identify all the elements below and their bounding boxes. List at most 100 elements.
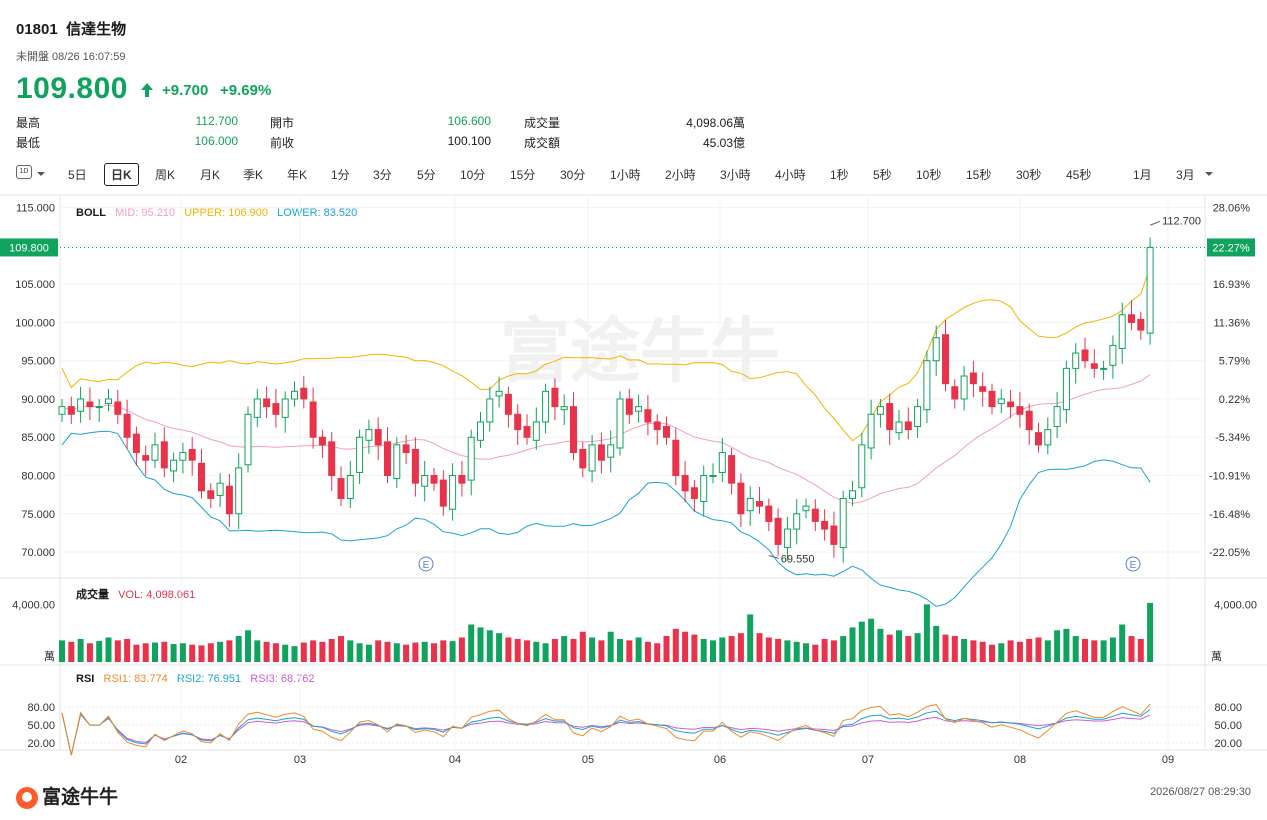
period-tab[interactable]: 季K [243, 168, 264, 182]
candle-body [765, 505, 773, 522]
period-tab[interactable]: 4小時 [775, 168, 806, 182]
candle-body [793, 513, 801, 530]
volume-bar [840, 636, 847, 662]
pct-tick-label: 28.06% [1213, 203, 1251, 215]
stat-label-prev-close: 前收 [270, 136, 295, 150]
period-tab[interactable]: 年K [287, 168, 308, 182]
volume-bar [68, 641, 75, 662]
chevron-down-icon[interactable] [36, 167, 46, 181]
period-tab[interactable]: 2小時 [665, 168, 696, 182]
candle-body [365, 429, 373, 441]
pct-tick-label: -5.34% [1215, 432, 1250, 444]
candle-body [318, 436, 326, 446]
volume-bar [589, 637, 596, 662]
stat-value-open: 106.600 [447, 114, 491, 128]
candle-body [337, 478, 345, 499]
volume-bar [728, 636, 735, 662]
volume-bar [514, 638, 521, 662]
volume-bar [998, 643, 1005, 662]
volume-bar [245, 630, 251, 662]
volume-bar [710, 640, 716, 662]
volume-bar [1026, 638, 1033, 662]
candle-body [570, 406, 577, 454]
volume-bar [189, 644, 196, 662]
candle-body [1007, 401, 1015, 408]
volume-bar [412, 642, 419, 662]
period-tab[interactable]: 45秒 [1066, 168, 1092, 182]
volume-bar [207, 643, 214, 662]
y-tick-label: 75.000 [21, 509, 55, 521]
candle-body [328, 441, 336, 477]
period-tab[interactable]: 10分 [460, 168, 486, 182]
boll-legend: BOLL MID: 95.210 UPPER: 106.900 LOWER: 8… [76, 207, 357, 219]
boll-upper-line [61, 266, 1151, 442]
period-tab[interactable]: 5秒 [873, 168, 892, 182]
candle-body [709, 475, 717, 478]
candle-body [151, 444, 159, 461]
period-tab[interactable]: 3小時 [720, 168, 751, 182]
volume-bar [654, 643, 661, 662]
period-tab[interactable]: 5日 [68, 168, 87, 182]
volume-bar [970, 640, 977, 662]
volume-bar [737, 633, 744, 662]
boll-label: BOLL [76, 207, 106, 219]
volume-value: VOL: 4,098.061 [118, 589, 196, 601]
volume-legend: 成交量 VOL: 4,098.061 [76, 586, 195, 602]
period-tab[interactable]: 1秒 [830, 168, 849, 182]
volume-bar [961, 638, 968, 662]
volume-bar [719, 637, 726, 662]
volume-bar [626, 640, 633, 662]
low-pointer [768, 555, 779, 559]
period-selector-icon[interactable]: 1D [16, 165, 32, 179]
period-tab[interactable]: 30分 [560, 168, 586, 182]
volume-bar [319, 641, 326, 662]
pct-tick-label: 5.79% [1219, 356, 1250, 368]
volume-bar [403, 644, 410, 662]
candle-body [616, 398, 624, 449]
period-tab[interactable]: 15秒 [966, 168, 992, 182]
period-tab[interactable]: 1分 [331, 168, 350, 182]
candle-body [560, 406, 568, 411]
period-tab[interactable]: 1月 [1133, 168, 1152, 182]
period-tab[interactable]: 月K [200, 168, 221, 182]
period-tab[interactable]: 1小時 [610, 168, 641, 182]
period-tab[interactable]: 3月 [1176, 168, 1195, 182]
volume-bar [617, 638, 623, 662]
chevron-down-icon[interactable] [1204, 167, 1214, 181]
volume-bar [254, 640, 261, 662]
volume-bar [896, 630, 902, 662]
boll-upper: UPPER: 106.900 [184, 207, 268, 219]
period-tab[interactable]: 3分 [373, 168, 392, 182]
candle-body [728, 455, 736, 484]
price-tag: 109.800 [9, 242, 49, 254]
price-change-pct: +9.69% [220, 82, 272, 99]
vol-tick-label: 4,000.00 [12, 599, 55, 611]
rsi1-line [61, 703, 1151, 756]
period-tab[interactable]: 10秒 [916, 168, 942, 182]
stat-value-prev-close: 100.100 [447, 134, 491, 148]
candle-body [690, 487, 698, 499]
period-tab[interactable]: 周K [155, 168, 176, 182]
candle-body [644, 409, 652, 423]
price-tag-box [0, 238, 58, 257]
volume-bar [431, 643, 437, 662]
volume-bar [328, 638, 335, 662]
up-arrow-icon [140, 82, 154, 102]
x-tick-label: 03 [294, 754, 306, 766]
volume-bar [449, 641, 456, 662]
chart-watermark: 富途牛牛 [500, 312, 780, 390]
candle-body [1016, 406, 1024, 415]
period-tab[interactable]: 30秒 [1016, 168, 1042, 182]
volume-bar [849, 627, 856, 662]
candle-body [1053, 406, 1061, 428]
volume-bar [1016, 641, 1023, 662]
volume-bar [282, 644, 289, 662]
stock-chart[interactable]: 富途牛牛 115.00028.06%110.00022.27%105.00016… [0, 0, 1267, 780]
candle-body [467, 436, 475, 481]
period-tab[interactable]: 15分 [510, 168, 536, 182]
pct-tag: 22.27% [1212, 242, 1250, 254]
volume-bar [300, 642, 307, 662]
candle-body [486, 398, 494, 423]
period-tab[interactable]: 日K [104, 163, 139, 186]
period-tab[interactable]: 5分 [417, 168, 436, 182]
